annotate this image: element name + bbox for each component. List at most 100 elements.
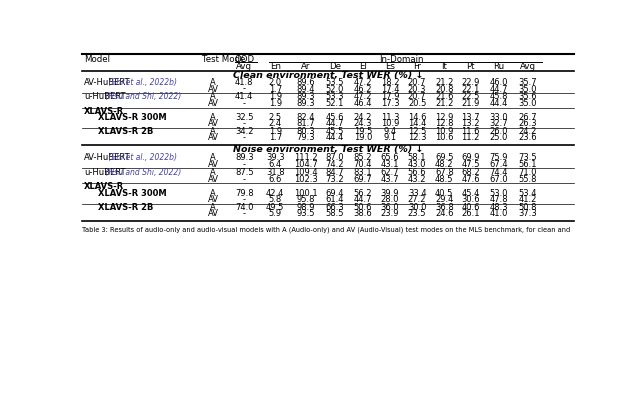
Text: 56.2: 56.2 bbox=[354, 189, 372, 198]
Text: 44.7: 44.7 bbox=[489, 85, 508, 94]
Text: 89.3: 89.3 bbox=[235, 153, 253, 162]
Text: A: A bbox=[211, 92, 216, 101]
Text: 28.0: 28.0 bbox=[381, 196, 399, 204]
Text: 45.4: 45.4 bbox=[461, 189, 480, 198]
Text: 89.6: 89.6 bbox=[296, 78, 315, 87]
Text: XLAVS-R: XLAVS-R bbox=[84, 107, 124, 116]
Text: In-Domain: In-Domain bbox=[380, 54, 424, 63]
Text: 79.8: 79.8 bbox=[235, 189, 253, 198]
Text: 35.7: 35.7 bbox=[518, 78, 537, 87]
Text: AV-HuBERT: AV-HuBERT bbox=[84, 78, 131, 87]
Text: 47.2: 47.2 bbox=[354, 92, 372, 101]
Text: 9.1: 9.1 bbox=[383, 133, 397, 142]
Text: AV: AV bbox=[208, 160, 219, 169]
Text: 26.3: 26.3 bbox=[518, 119, 537, 128]
Text: AV-HuBERT: AV-HuBERT bbox=[84, 153, 131, 162]
Text: 6.4: 6.4 bbox=[269, 160, 282, 169]
Text: 30.6: 30.6 bbox=[461, 196, 480, 204]
Text: 22.5: 22.5 bbox=[461, 92, 480, 101]
Text: 56.1: 56.1 bbox=[518, 160, 537, 169]
Text: 53.3: 53.3 bbox=[326, 92, 344, 101]
Text: 111.2: 111.2 bbox=[294, 153, 317, 162]
Text: Fr: Fr bbox=[413, 62, 421, 71]
Text: 13.7: 13.7 bbox=[461, 113, 480, 122]
Text: XLAVS-R 2B: XLAVS-R 2B bbox=[98, 203, 153, 212]
Text: 53.0: 53.0 bbox=[489, 189, 508, 198]
Text: OOD: OOD bbox=[234, 54, 254, 63]
Text: 44.4: 44.4 bbox=[326, 133, 344, 142]
Text: It: It bbox=[442, 62, 447, 71]
Text: 93.5: 93.5 bbox=[296, 209, 315, 218]
Text: 25.0: 25.0 bbox=[490, 133, 508, 142]
Text: XLAVS-R: XLAVS-R bbox=[84, 182, 124, 191]
Text: 48.3: 48.3 bbox=[489, 203, 508, 212]
Text: XLAVS-R 2B: XLAVS-R 2B bbox=[98, 127, 153, 136]
Text: u-HuBERT: u-HuBERT bbox=[84, 92, 125, 101]
Text: -: - bbox=[243, 160, 246, 169]
Text: 20.8: 20.8 bbox=[435, 85, 454, 94]
Text: 31.8: 31.8 bbox=[266, 168, 285, 177]
Text: 11.2: 11.2 bbox=[461, 133, 480, 142]
Text: 69.7: 69.7 bbox=[353, 175, 372, 184]
Text: 58.1: 58.1 bbox=[408, 153, 426, 162]
Text: Test Mode: Test Mode bbox=[202, 54, 245, 63]
Text: 1.9: 1.9 bbox=[269, 99, 282, 108]
Text: A: A bbox=[211, 153, 216, 162]
Text: AV: AV bbox=[208, 175, 219, 184]
Text: Avg: Avg bbox=[236, 62, 252, 71]
Text: AV: AV bbox=[208, 119, 219, 128]
Text: 33.4: 33.4 bbox=[408, 189, 426, 198]
Text: En: En bbox=[270, 62, 281, 71]
Text: 20.5: 20.5 bbox=[408, 99, 426, 108]
Text: 104.7: 104.7 bbox=[294, 160, 317, 169]
Text: 20.7: 20.7 bbox=[408, 92, 426, 101]
Text: 20.7: 20.7 bbox=[408, 78, 426, 87]
Text: AV: AV bbox=[208, 196, 219, 204]
Text: 1.9: 1.9 bbox=[269, 127, 282, 136]
Text: 2.4: 2.4 bbox=[269, 119, 282, 128]
Text: 48.2: 48.2 bbox=[435, 160, 454, 169]
Text: 43.0: 43.0 bbox=[408, 160, 426, 169]
Text: 58.5: 58.5 bbox=[326, 209, 344, 218]
Text: 27.2: 27.2 bbox=[408, 196, 426, 204]
Text: 43.7: 43.7 bbox=[381, 175, 399, 184]
Text: 14.4: 14.4 bbox=[408, 119, 426, 128]
Text: 74.2: 74.2 bbox=[326, 160, 344, 169]
Text: Noise environment, Test WER (%) ↓: Noise environment, Test WER (%) ↓ bbox=[233, 146, 423, 155]
Text: 67.0: 67.0 bbox=[489, 175, 508, 184]
Text: 22.1: 22.1 bbox=[461, 85, 480, 94]
Text: 50.6: 50.6 bbox=[354, 203, 372, 212]
Text: XLAVS-R 300M: XLAVS-R 300M bbox=[98, 189, 166, 198]
Text: 52.1: 52.1 bbox=[326, 99, 344, 108]
Text: 98.9: 98.9 bbox=[296, 203, 315, 212]
Text: 34.2: 34.2 bbox=[235, 127, 253, 136]
Text: Ar: Ar bbox=[301, 62, 310, 71]
Text: 47.8: 47.8 bbox=[489, 196, 508, 204]
Text: 43.1: 43.1 bbox=[381, 160, 399, 169]
Text: Model: Model bbox=[84, 54, 110, 63]
Text: (Hsu and Shi, 2022): (Hsu and Shi, 2022) bbox=[103, 92, 182, 101]
Text: -: - bbox=[243, 99, 246, 108]
Text: 26.0: 26.0 bbox=[489, 127, 508, 136]
Text: 89.4: 89.4 bbox=[296, 85, 315, 94]
Text: 17.4: 17.4 bbox=[381, 85, 399, 94]
Text: 89.3: 89.3 bbox=[296, 92, 315, 101]
Text: 50.8: 50.8 bbox=[518, 203, 537, 212]
Text: 1.9: 1.9 bbox=[269, 92, 282, 101]
Text: 1.7: 1.7 bbox=[269, 133, 282, 142]
Text: 36.8: 36.8 bbox=[435, 203, 454, 212]
Text: 40.6: 40.6 bbox=[461, 203, 480, 212]
Text: 33.0: 33.0 bbox=[489, 113, 508, 122]
Text: 48.5: 48.5 bbox=[435, 175, 454, 184]
Text: 32.5: 32.5 bbox=[235, 113, 253, 122]
Text: 23.5: 23.5 bbox=[408, 209, 426, 218]
Text: 6.6: 6.6 bbox=[269, 175, 282, 184]
Text: 22.9: 22.9 bbox=[461, 78, 480, 87]
Text: 24.2: 24.2 bbox=[354, 113, 372, 122]
Text: 46.2: 46.2 bbox=[354, 85, 372, 94]
Text: 85.2: 85.2 bbox=[354, 153, 372, 162]
Text: AV: AV bbox=[208, 85, 219, 94]
Text: 53.5: 53.5 bbox=[326, 78, 344, 87]
Text: 41.4: 41.4 bbox=[235, 92, 253, 101]
Text: -: - bbox=[243, 209, 246, 218]
